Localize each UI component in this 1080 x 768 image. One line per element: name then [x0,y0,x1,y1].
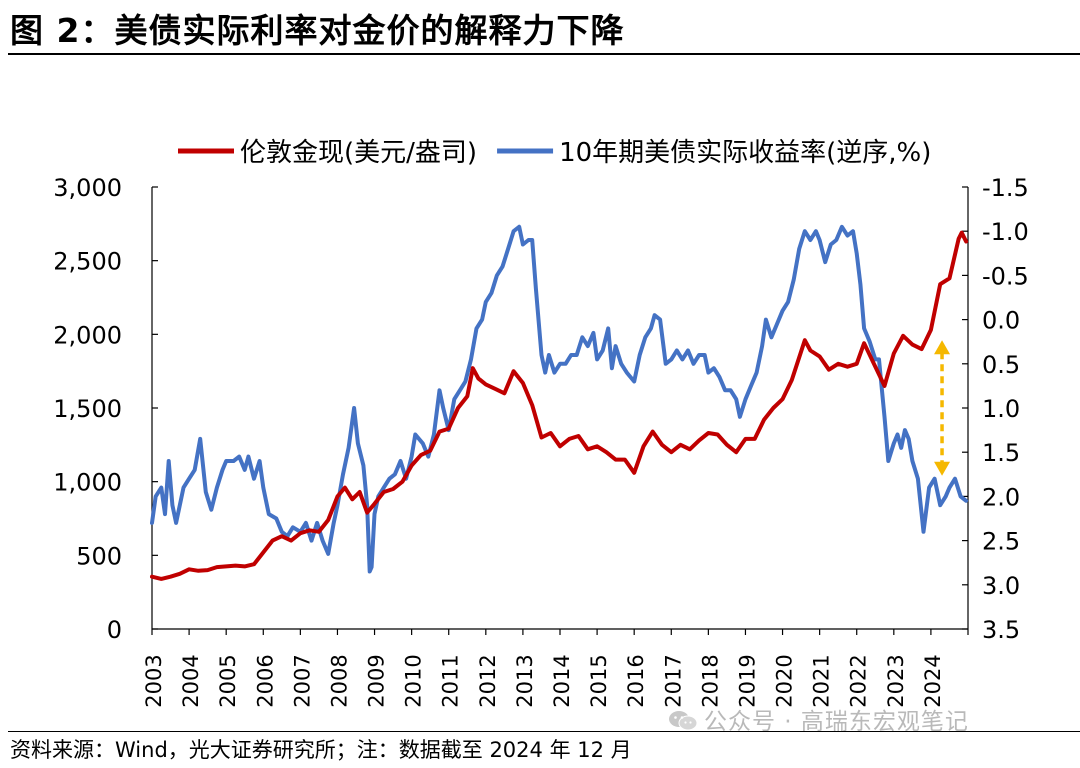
left-tick-label: 2,000 [53,321,122,349]
title-divider [8,53,1080,55]
right-tick-label: 1.5 [982,439,1020,467]
chart-axes [151,187,969,630]
x-tick-label: 2009 [365,654,389,707]
x-tick-label: 2004 [179,654,203,707]
left-tick-label: 0 [107,616,122,644]
x-tick-label: 2016 [624,654,648,707]
right-tick-label: 1.0 [982,395,1020,423]
watermark-text: 公众号 · 高瑞东宏观笔记 [704,709,969,735]
right-tick-label: 0.0 [982,307,1020,335]
x-tick-label: 2003 [142,654,166,707]
right-tick-label: -0.5 [982,262,1029,290]
legend-label-gold: 伦敦金现(美元/盎司) [240,138,477,168]
x-tick-label: 2011 [439,654,463,707]
right-tick-label: 3.5 [982,616,1020,644]
x-tick-label: 2010 [402,654,426,707]
right-axis-ticks: -1.5 -1.0 -0.5 0.0 0.5 1.0 1.5 2.0 2.5 3.0 3.5 [962,174,1029,644]
x-tick-label: 2018 [698,654,722,707]
gold-price-line [150,230,969,581]
right-tick-label: 2.0 [982,483,1020,511]
x-tick-label: 2008 [327,654,351,707]
x-tick-label: 2021 [810,654,834,707]
x-tick-label: 2019 [735,654,759,707]
x-tick-label: 2015 [587,654,611,707]
x-tick-label: 2014 [550,654,574,707]
left-tick-label: 3,000 [53,174,122,202]
left-tick-label: 1,000 [53,469,122,497]
x-tick-label: 2005 [216,654,240,707]
source-note: 资料来源：Wind，光大证券研究所；注：数据截至 2024 年 12 月 [10,738,632,762]
x-tick-label: 2022 [847,654,871,707]
x-tick-label: 2012 [476,654,500,707]
x-axis-ticks: 2003 2004 2005 2006 2007 2008 2009 2010 2011 2012… [142,629,969,708]
figure-title: 图 2：美债实际利率对金价的解释力下降 [10,11,625,50]
right-tick-label: -1.0 [982,218,1029,246]
legend-label-yield: 10年期美债实际收益率(逆序,%) [559,138,931,168]
x-tick-label: 2024 [921,654,945,707]
x-tick-label: 2017 [661,654,685,707]
right-tick-label: 3.0 [982,572,1020,600]
x-tick-label: 2023 [884,654,908,707]
series-layer [150,224,969,581]
real-yield-line [150,224,969,574]
left-tick-label: 1,500 [53,395,122,423]
annotation-layer [934,340,951,476]
x-tick-label: 2007 [290,654,314,707]
annotation-arrow-head-down [934,461,951,476]
annotation-arrow-head-up [934,340,951,355]
left-axis-ticks: 0 500 1,000 1,500 2,000 2,500 3,000 [53,174,158,644]
wechat-icon [669,711,698,731]
left-tick-label: 500 [76,542,122,570]
x-tick-label: 2020 [773,654,797,707]
right-tick-label: 2.5 [982,528,1020,556]
x-tick-label: 2006 [253,654,277,707]
left-tick-label: 2,500 [53,248,122,276]
source-divider [8,731,1080,732]
chart-legend: 伦敦金现(美元/盎司) 10年期美债实际收益率(逆序,%) [178,138,931,168]
watermark: 公众号 · 高瑞东宏观笔记 [668,702,969,736]
right-tick-label: -1.5 [982,174,1029,202]
right-tick-label: 0.5 [982,351,1020,379]
x-tick-label: 2013 [513,654,537,707]
